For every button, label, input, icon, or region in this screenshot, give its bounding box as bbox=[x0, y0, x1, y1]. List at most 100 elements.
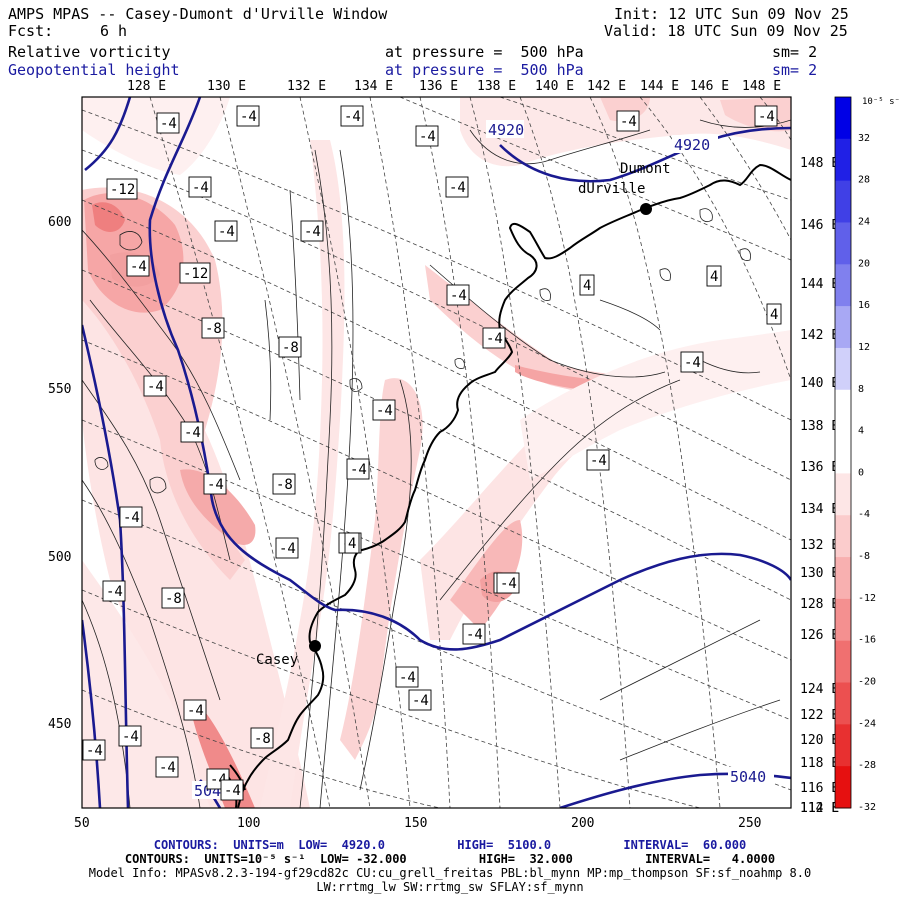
height-labels: 4920 4920 5040 5040 bbox=[192, 120, 774, 800]
vort-label-box bbox=[220, 779, 244, 801]
height-label: 4920 bbox=[488, 121, 524, 139]
vort-label: -4 bbox=[590, 453, 607, 469]
vort-label: -4 bbox=[123, 510, 140, 526]
height-label: 4920 bbox=[674, 136, 710, 154]
field1-smoothing: sm= 2 bbox=[772, 43, 818, 61]
vort-label-box bbox=[203, 473, 227, 495]
right-lon-label: 126 E bbox=[800, 628, 839, 643]
vort-label: -4 bbox=[376, 403, 393, 419]
colorbar-label: -28 bbox=[858, 760, 876, 771]
colorbar-swatch bbox=[835, 431, 851, 474]
vort-label: -4 bbox=[399, 670, 416, 686]
colorbar-swatch bbox=[835, 138, 851, 182]
vort-label-box bbox=[161, 587, 185, 609]
vort-label-box bbox=[300, 220, 324, 242]
top-lon-label: 138 E bbox=[477, 79, 516, 94]
vort-label: -4 bbox=[500, 576, 517, 592]
vort-label: -12 bbox=[183, 266, 208, 282]
vort-label: -8 bbox=[205, 321, 222, 337]
vort-label-box bbox=[586, 449, 610, 471]
vort-label: -4 bbox=[466, 627, 483, 643]
vort-label-box bbox=[395, 666, 419, 688]
vort-label-box bbox=[496, 572, 520, 594]
station-casey: Casey bbox=[256, 640, 321, 668]
vort-label: -8 bbox=[165, 591, 182, 607]
vort-label: -4 bbox=[160, 116, 177, 132]
footer-model-info-2: LW:rrtmg_lw SW:rrtmg_sw SFLAY:sf_mynn bbox=[316, 880, 584, 894]
casey-label: Casey bbox=[256, 652, 298, 668]
vort-label-box bbox=[126, 255, 150, 277]
colorbar-swatch bbox=[835, 724, 851, 767]
top-lon-label: 148 E bbox=[742, 79, 781, 94]
footer-model-info: Model Info: MPASv8.2.3-194-gf29cd82c CU:… bbox=[88, 866, 812, 880]
vort-label-box bbox=[462, 623, 486, 645]
vort-label: -4 bbox=[350, 462, 367, 478]
right-lon-label: 144 E bbox=[800, 277, 839, 292]
right-longitude-labels: 148 E 146 E 144 E 142 E 140 E 138 E 136 E 134 E… bbox=[800, 156, 839, 816]
vort-label-box bbox=[183, 699, 207, 721]
colorbar-swatch bbox=[835, 640, 851, 684]
top-lon-label: 144 E bbox=[640, 79, 679, 94]
top-lon-label: 134 E bbox=[354, 79, 393, 94]
vort-label-box bbox=[155, 756, 179, 778]
top-lon-label: 142 E bbox=[587, 79, 626, 94]
top-lon-label: 128 E bbox=[127, 79, 166, 94]
x-tick-label: 150 bbox=[404, 816, 427, 831]
colorbar-label: 16 bbox=[858, 300, 870, 311]
colorbar-label: -24 bbox=[858, 718, 876, 729]
model-title: AMPS MPAS -- Casey-Dumont d'Urville Wind… bbox=[8, 5, 388, 23]
colorbar-unit: 10⁻⁵ s⁻¹ bbox=[862, 97, 900, 107]
colorbar-label: -12 bbox=[858, 593, 876, 604]
vort-label: -8 bbox=[276, 477, 293, 493]
x-tick-label: 50 bbox=[74, 816, 90, 831]
right-lon-label: 114 E bbox=[800, 801, 839, 816]
colorbar-label: -32 bbox=[858, 802, 876, 813]
height-label: 5040 bbox=[730, 768, 766, 786]
vort-label: -4 bbox=[344, 109, 361, 125]
right-lon-label: 112 E bbox=[800, 801, 839, 816]
colorbar-frame bbox=[834, 96, 852, 809]
vort-label: 4 bbox=[583, 278, 591, 294]
vort-label-box bbox=[754, 105, 778, 127]
vorticity-labels: -4 -4 -4 -4 -4 -12 -4 -4 -4 -4 -4 -4 -12 -8 -8 4 4 4 -4 -4 -… bbox=[82, 105, 782, 801]
y-tick-label: 600 bbox=[48, 215, 71, 230]
vort-label-box bbox=[680, 351, 704, 373]
vort-label-box bbox=[579, 274, 595, 296]
vort-label: 4 bbox=[770, 307, 778, 323]
colorbar-label: 4 bbox=[858, 426, 864, 437]
right-lon-label: 134 E bbox=[800, 502, 839, 517]
field2-level: at pressure = 500 hPa bbox=[385, 61, 584, 79]
colorbar-swatch bbox=[835, 222, 851, 265]
forecast-value: 6 h bbox=[100, 22, 128, 40]
colorbar-swatch bbox=[835, 264, 851, 307]
vort-label: -4 bbox=[412, 693, 429, 709]
dumont-label-line2: dUrville bbox=[578, 181, 645, 197]
colorbar-swatch bbox=[835, 97, 851, 140]
colorbar-swatch bbox=[835, 389, 851, 433]
vort-label-box bbox=[143, 375, 167, 397]
vort-label-box bbox=[482, 327, 506, 349]
plot-frame bbox=[81, 96, 792, 809]
colorbar-label: -8 bbox=[858, 551, 870, 562]
y-axis-ticks: 600 550 500 450 bbox=[48, 215, 71, 732]
vort-label-box bbox=[179, 262, 211, 284]
right-lon-label: 132 E bbox=[800, 538, 839, 553]
vort-label-box bbox=[408, 689, 432, 711]
vort-label: -4 bbox=[486, 331, 503, 347]
vort-label-box bbox=[372, 399, 396, 421]
lat-lon-grid bbox=[82, 97, 791, 808]
vort-label: -4 bbox=[192, 180, 209, 196]
right-lon-label: 118 E bbox=[800, 756, 839, 771]
vort-label: -4 bbox=[684, 355, 701, 371]
vort-label-box bbox=[118, 725, 142, 747]
vort-label-box bbox=[446, 284, 470, 306]
y-tick-label: 450 bbox=[48, 717, 71, 732]
colorbar-label: -16 bbox=[858, 635, 876, 646]
vort-label: -4 bbox=[279, 541, 296, 557]
right-lon-label: 122 E bbox=[800, 708, 839, 723]
vort-label-box bbox=[275, 537, 299, 559]
init-time: Init: 12 UTC Sun 09 Nov 25 bbox=[614, 5, 849, 23]
vort-label: -4 bbox=[207, 477, 224, 493]
vort-label-box bbox=[272, 473, 296, 495]
